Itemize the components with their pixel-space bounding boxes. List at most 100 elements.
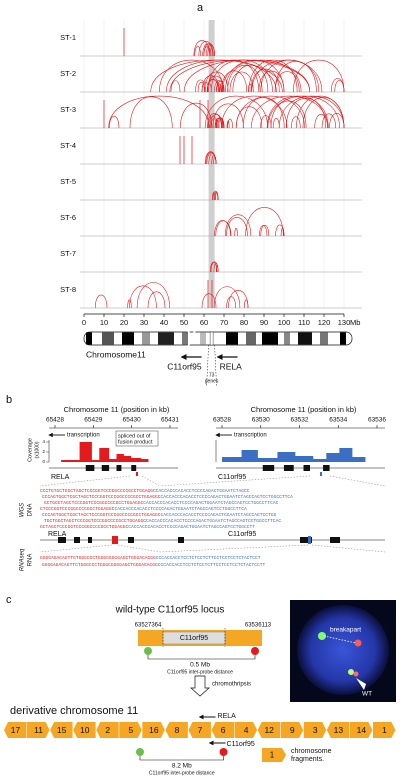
seq-c11orf95: CCCACCACCTCCTCTCCTCTTCCTCCTCCTCTACTCCT xyxy=(156,555,261,561)
wt-title: wild-type C11orf95 locus xyxy=(115,605,225,616)
sv-arc xyxy=(208,153,217,165)
legend-label: fragments. xyxy=(291,756,324,763)
fragment xyxy=(372,722,396,738)
sv-arc xyxy=(296,95,345,129)
fragment-label: 5 xyxy=(128,725,133,735)
seq-c11orf95: CACCACCCACACCTCCCCAGACTGGAATCTAGCC xyxy=(156,488,250,494)
seq-c11orf95: CACCACCCACACCTCCCCAGACTGGAATCTAGCCAGTCCT… xyxy=(128,524,255,530)
gene-label: C11orf95 xyxy=(218,474,246,481)
track-label: ST-6 xyxy=(60,213,76,222)
sequence-read: GGGGAGACAGTTCTGGGCCCTGGGCGGGGAGCTGGGACAC… xyxy=(42,562,266,568)
sv-arc xyxy=(334,80,345,93)
fragment xyxy=(142,722,165,738)
sv-arc xyxy=(232,64,269,93)
sv-arc xyxy=(210,59,273,93)
fragment-label: 6 xyxy=(221,725,226,735)
sv-arc xyxy=(207,47,212,57)
sv-arc xyxy=(250,68,280,93)
green-signal xyxy=(318,632,326,640)
direction-label: transcription xyxy=(234,433,267,439)
sequence-read: GCTGGCTAGCTCCCGGTCCCGGCCCCGCCTGGAGGCCACC… xyxy=(44,500,279,506)
x-tick-label: 120 xyxy=(318,318,331,327)
process-label: chromothripsis xyxy=(212,682,251,688)
seq-c11orf95: CACCACCCACACCTCCCCAGACTGGAATCTAGCCAGTCCT… xyxy=(146,518,281,524)
sv-arc xyxy=(245,207,284,237)
fusion-junction xyxy=(308,536,311,544)
sv-arc xyxy=(222,120,225,129)
ideogram-band xyxy=(182,332,188,345)
fusion-junction xyxy=(112,536,118,544)
side-label: RNA xyxy=(28,554,34,567)
sv-arc xyxy=(212,190,219,201)
ideogram-band xyxy=(284,332,290,345)
tick-label: 65431 xyxy=(161,417,179,424)
fragment-label: 15 xyxy=(57,725,67,735)
sv-arc xyxy=(203,46,211,57)
track-label: ST-8 xyxy=(60,285,76,294)
side-label: DNA xyxy=(28,504,34,517)
fish-label: WT xyxy=(362,691,372,698)
fragment xyxy=(96,722,119,738)
gene-count-unit: genes xyxy=(205,378,219,384)
fragment-label: 7 xyxy=(198,725,203,735)
ideogram-band xyxy=(320,332,328,345)
sv-arc xyxy=(204,71,229,93)
seq-rela: CCCAGTGGCTCGCTAGCTCCCGGTCCCGGCCCCGCCTGGA… xyxy=(42,512,161,518)
sv-arc xyxy=(235,106,263,129)
sv-arc xyxy=(214,117,222,129)
fragment-label: 11 xyxy=(34,725,43,735)
dash-line xyxy=(206,344,217,388)
coverage-tick: 0 xyxy=(42,459,45,464)
sv-arc xyxy=(227,118,233,129)
der-title: derivative chromosome 11 xyxy=(10,705,138,717)
exon xyxy=(101,465,110,471)
gene-label: RELA xyxy=(51,474,70,481)
wt-arrow xyxy=(356,678,366,690)
panel-a: a ST-1 ST-2 ST-3 ST-4 ST-5 ST-6 ST-7 ST-8 0 10 20 30… xyxy=(60,2,362,388)
coverage-tick: 2 xyxy=(42,449,45,454)
ideogram-band xyxy=(86,332,92,345)
sv-arc xyxy=(195,79,206,93)
gene-label: C11orf95 xyxy=(167,361,202,371)
panel-label: c xyxy=(6,594,12,606)
sv-arc xyxy=(197,81,205,93)
fragment xyxy=(211,722,234,738)
axis-title: Chromosome 11 (position in kb) xyxy=(64,405,170,414)
fragment-label: 17 xyxy=(11,725,21,735)
sv-arc xyxy=(280,227,285,237)
seq-rela: GGGGAGACAGTTCTGGGCCCTGGGCGGGGAGCTGGGACAC… xyxy=(42,562,158,568)
exon xyxy=(74,537,80,543)
exon xyxy=(131,465,137,471)
direction-label: transcription xyxy=(67,433,100,439)
sequence-read: TGCTGGCTAGCTCCCGGTCCCGGCCCCGCCTGGAGGCCAC… xyxy=(44,518,281,524)
exon xyxy=(303,465,311,471)
exon xyxy=(262,465,275,471)
sv-arc xyxy=(234,228,238,237)
gene-count: 73 xyxy=(209,372,215,378)
sv-arc xyxy=(108,115,120,129)
gene-label: RELA xyxy=(220,361,243,371)
sv-arc xyxy=(274,60,317,93)
sv-arc xyxy=(201,75,220,93)
distance-value: 0.5 Mb xyxy=(190,662,210,669)
x-tick-label: 0 xyxy=(82,318,86,327)
x-tick-label: 80 xyxy=(240,318,248,327)
sv-arc xyxy=(272,118,280,129)
x-tick-label: 20 xyxy=(120,318,128,327)
fragment xyxy=(280,722,304,738)
fragment-label: 10 xyxy=(80,725,90,735)
sv-arc xyxy=(205,44,216,57)
x-tick-label: 70 xyxy=(220,318,228,327)
ideogram-band xyxy=(246,332,256,345)
fragment xyxy=(4,722,27,738)
sv-arc xyxy=(220,70,248,93)
exon xyxy=(283,465,294,471)
distance-label: C11orf95 inter-probe distance xyxy=(167,669,233,675)
x-tick-label: 60 xyxy=(200,318,208,327)
sv-arc xyxy=(216,81,225,93)
ideogram-band xyxy=(102,332,114,345)
green-signal xyxy=(348,669,354,675)
exon xyxy=(88,537,92,543)
x-tick-label: 30 xyxy=(140,318,148,327)
